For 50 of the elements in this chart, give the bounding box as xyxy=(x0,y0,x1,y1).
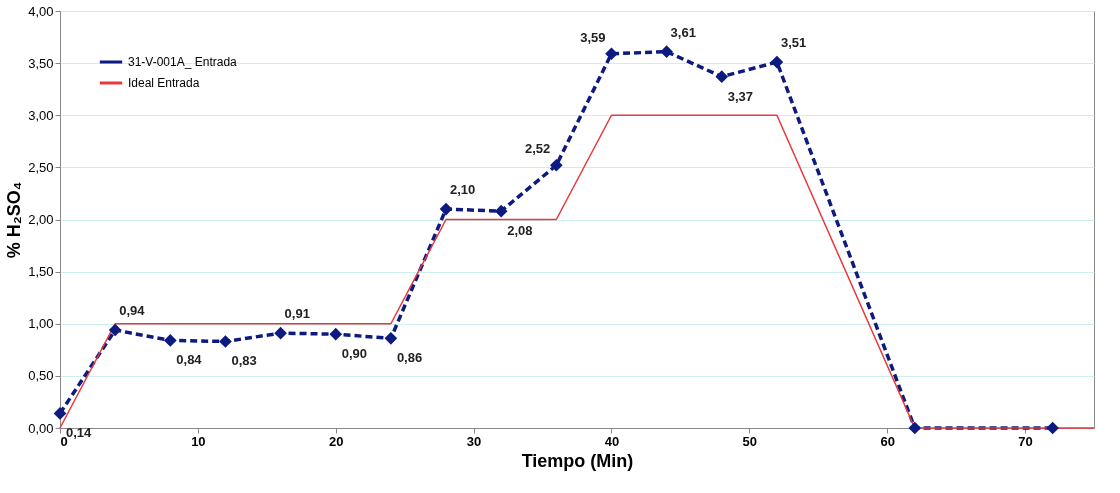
data-label: 0,90 xyxy=(341,346,368,362)
point xyxy=(274,326,287,340)
x-tick-label: 40 xyxy=(604,433,620,449)
y-tick-label: 4,00 xyxy=(28,3,54,19)
y-axis-title: % H₂SO₄ xyxy=(4,181,25,259)
data-label: 0,94 xyxy=(119,303,146,319)
point xyxy=(53,407,67,420)
data-label: 0,84 xyxy=(176,352,203,368)
data-label: 2,10 xyxy=(450,182,476,198)
x-tick-label: 70 xyxy=(1018,433,1033,449)
data-label: 0,14 xyxy=(66,425,93,441)
point xyxy=(494,204,508,218)
point xyxy=(384,332,398,345)
legend-label: Ideal Entrada xyxy=(128,76,200,90)
point xyxy=(770,55,784,69)
point xyxy=(219,335,232,348)
data-label: 0,86 xyxy=(396,350,423,366)
point xyxy=(329,327,343,341)
point xyxy=(715,70,729,83)
data-label: 3,61 xyxy=(670,24,696,40)
y-tick-label: 2,50 xyxy=(28,159,54,175)
y-tick-label: 0,50 xyxy=(28,368,54,384)
data-label: 3,37 xyxy=(727,88,754,104)
y-tick-label: 1,50 xyxy=(28,264,54,280)
x-tick-label: 50 xyxy=(742,433,758,449)
data-label: 2,52 xyxy=(525,141,551,157)
x-tick-label: 30 xyxy=(466,433,482,449)
y-tick-label: 1,00 xyxy=(28,316,54,332)
data-label: 0,83 xyxy=(231,353,257,369)
point xyxy=(163,334,177,347)
y-tick-label: 0,00 xyxy=(28,420,54,436)
data-label: 2,08 xyxy=(507,223,533,239)
x-tick-label: 20 xyxy=(329,433,344,449)
point xyxy=(605,47,618,61)
point xyxy=(908,421,922,435)
point xyxy=(1046,421,1059,435)
data-label: 0,91 xyxy=(284,306,310,322)
y-tick-label: 3,50 xyxy=(28,55,54,71)
point xyxy=(108,323,122,337)
point xyxy=(439,202,453,216)
y-tick-label: 2,00 xyxy=(28,212,54,227)
x-axis-title: Tiempo (Min) xyxy=(521,450,634,471)
point xyxy=(550,158,563,172)
point xyxy=(660,45,673,58)
data-label: 3,59 xyxy=(580,29,606,45)
y-tick-label: 3,00 xyxy=(28,107,54,123)
x-tick-label: 60 xyxy=(880,433,895,449)
x-tick-label: 10 xyxy=(191,433,206,449)
data-label: 3,51 xyxy=(780,35,807,51)
legend-label: 31-V-001A_ Entrada xyxy=(128,55,238,69)
